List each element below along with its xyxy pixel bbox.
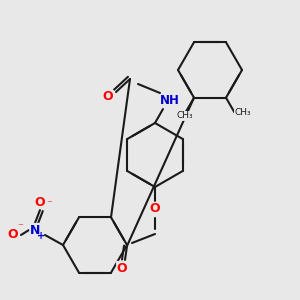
Text: O: O	[8, 229, 18, 242]
Text: O: O	[150, 202, 160, 215]
Text: +: +	[37, 231, 45, 241]
Text: O: O	[103, 91, 113, 103]
Text: CH₃: CH₃	[177, 112, 194, 121]
Text: ⁻: ⁻	[46, 199, 52, 209]
Text: NH: NH	[160, 94, 180, 107]
Text: ⁻: ⁻	[17, 222, 23, 232]
Text: O: O	[117, 262, 127, 275]
Text: O: O	[35, 196, 45, 208]
Text: CH₃: CH₃	[235, 109, 251, 118]
Text: N: N	[30, 224, 40, 236]
